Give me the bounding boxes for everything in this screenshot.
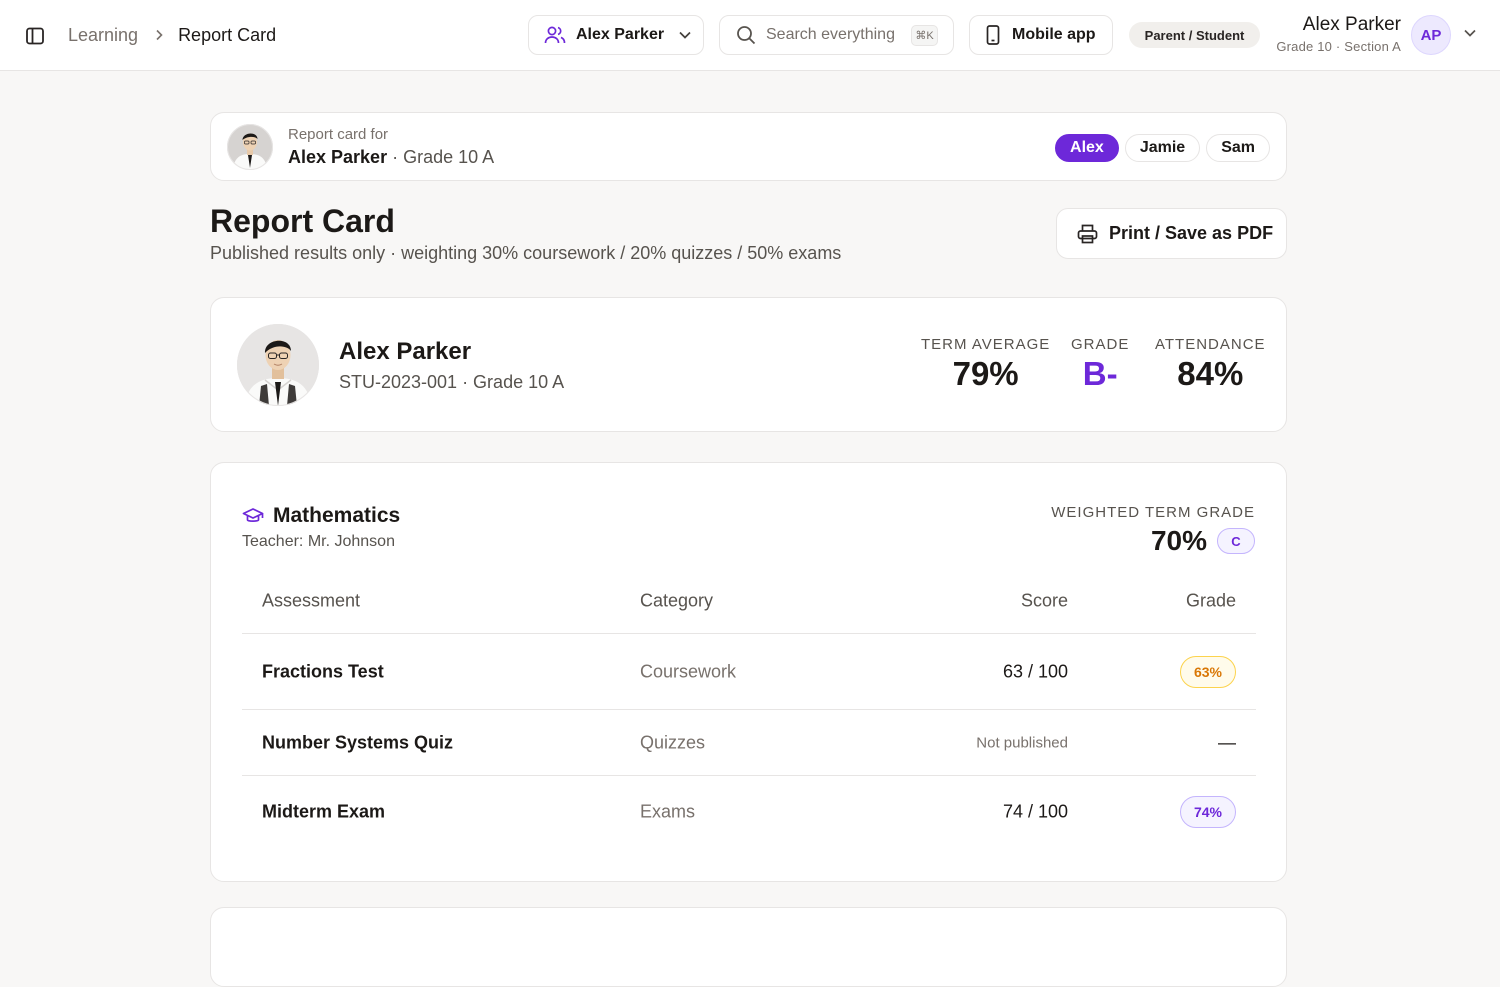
avatar[interactable]: AP (1411, 15, 1451, 55)
grade-stat: GRADE B- (1071, 336, 1129, 393)
chevron-down-icon (678, 30, 692, 40)
assessment-category: Quizzes (640, 732, 706, 752)
user-info: Alex Parker Grade 10 · Section A (1276, 13, 1401, 54)
table-row: Midterm Exam Exams 74 / 100 74% (242, 776, 1256, 848)
mobile-app-label: Mobile app (1012, 26, 1096, 43)
search-shortcut: ⌘K (911, 25, 938, 46)
assessment-grade-cell: 63% (1179, 655, 1236, 688)
student-selector[interactable]: Alex Parker (528, 15, 704, 55)
subject-teacher: Teacher: Mr. Johnson (242, 533, 395, 550)
child-tab-alex[interactable]: Alex (1055, 134, 1119, 162)
term-average-label: TERM AVERAGE (921, 336, 1051, 353)
chevron-right-icon (154, 29, 164, 41)
search-placeholder: Search everything (766, 26, 895, 43)
table-row: Number Systems Quiz Quizzes Not publishe… (242, 710, 1256, 776)
page-subtitle: Published results only · weighting 30% c… (210, 243, 842, 263)
breadcrumb-current: Report Card (178, 24, 277, 45)
grade-value: B- (1082, 355, 1118, 392)
assessment-table: Assessment Category Score Grade Fraction… (242, 569, 1256, 848)
table-row: Fractions Test Coursework 63 / 100 63% (242, 634, 1256, 710)
subject-card-next (210, 907, 1287, 987)
phone-icon (986, 25, 1000, 45)
mobile-app-button[interactable]: Mobile app (969, 15, 1113, 55)
print-pdf-label: Print / Save as PDF (1109, 223, 1274, 243)
profile-subtitle: STU-2023-001 · Grade 10 A (339, 372, 565, 392)
report-for-card: Report card for Alex Parker · Grade 10 A… (210, 112, 1287, 181)
weighted-grade-label: WEIGHTED TERM GRADE (1051, 504, 1255, 521)
search-icon (736, 25, 756, 45)
breadcrumb: Learning Report Card (68, 22, 276, 48)
child-tab-jamie[interactable]: Jamie (1124, 134, 1201, 162)
column-header-grade: Grade (1185, 590, 1236, 611)
grade-badge: 74% (1179, 796, 1236, 828)
column-header-score: Score (1020, 590, 1068, 611)
student-photo-small (227, 124, 273, 170)
user-name: Alex Parker (1302, 14, 1401, 35)
sidebar-toggle-icon[interactable] (22, 23, 48, 49)
weighted-grade-value: 70% (1150, 525, 1207, 556)
search-input[interactable]: Search everything ⌘K (719, 15, 954, 55)
graduation-cap-icon (242, 507, 264, 525)
report-for-grade: · Grade 10 A (392, 147, 495, 167)
user-menu-chevron-down-icon[interactable] (1463, 28, 1477, 38)
assessment-grade-empty: — (1218, 732, 1236, 752)
printer-icon (1077, 224, 1098, 244)
role-badge: Parent / Student (1129, 22, 1260, 48)
report-for-name: Alex Parker (288, 147, 388, 167)
term-average-stat: TERM AVERAGE 79% (921, 336, 1050, 393)
column-header-category: Category (640, 590, 714, 611)
table-header: Assessment Category Score Grade (242, 569, 1256, 634)
profile-name: Alex Parker (339, 338, 472, 365)
weighted-grade-letter-badge: C (1217, 528, 1255, 554)
top-bar: Learning Report Card Alex Parker Search … (0, 0, 1500, 71)
child-tab-sam[interactable]: Sam (1206, 134, 1270, 162)
user-subtitle: Grade 10 · Section A (1276, 39, 1401, 54)
report-for-label: Report card for (288, 126, 389, 143)
breadcrumb-learning-link[interactable]: Learning (68, 24, 139, 45)
attendance-label: ATTENDANCE (1155, 336, 1266, 353)
grade-badge: 63% (1179, 655, 1236, 688)
assessment-score: Not published (976, 734, 1068, 751)
assessment-score: 74 / 100 (1002, 801, 1068, 822)
student-profile-card: Alex Parker STU-2023-001 · Grade 10 A TE… (210, 297, 1287, 432)
assessment-name: Midterm Exam (262, 801, 386, 822)
assessment-name: Fractions Test (262, 661, 384, 681)
student-selector-label: Alex Parker (576, 26, 665, 43)
assessment-grade-cell: 74% (1179, 796, 1236, 828)
report-for-student: Alex Parker · Grade 10 A (288, 147, 494, 168)
student-photo (237, 324, 319, 406)
page-title: Report Card (210, 203, 395, 239)
print-pdf-button[interactable]: Print / Save as PDF (1056, 208, 1287, 259)
subject-name: Mathematics (273, 504, 401, 527)
assessment-name: Number Systems Quiz (262, 732, 454, 752)
term-average-value: 79% (952, 355, 1019, 392)
assessment-category: Exams (640, 801, 696, 822)
attendance-stat: ATTENDANCE 84% (1155, 336, 1266, 393)
column-header-assessment: Assessment (262, 590, 361, 611)
subject-card-mathematics: Mathematics Teacher: Mr. Johnson WEIGHTE… (210, 462, 1287, 882)
attendance-value: 84% (1177, 355, 1244, 392)
child-switcher: Alex Jamie Sam (1055, 134, 1270, 162)
weighted-grade: 70% C (1151, 525, 1255, 557)
assessment-category: Coursework (640, 661, 737, 681)
assessment-score: 63 / 100 (1002, 661, 1068, 681)
users-icon (544, 25, 566, 45)
grade-label: GRADE (1071, 336, 1130, 353)
